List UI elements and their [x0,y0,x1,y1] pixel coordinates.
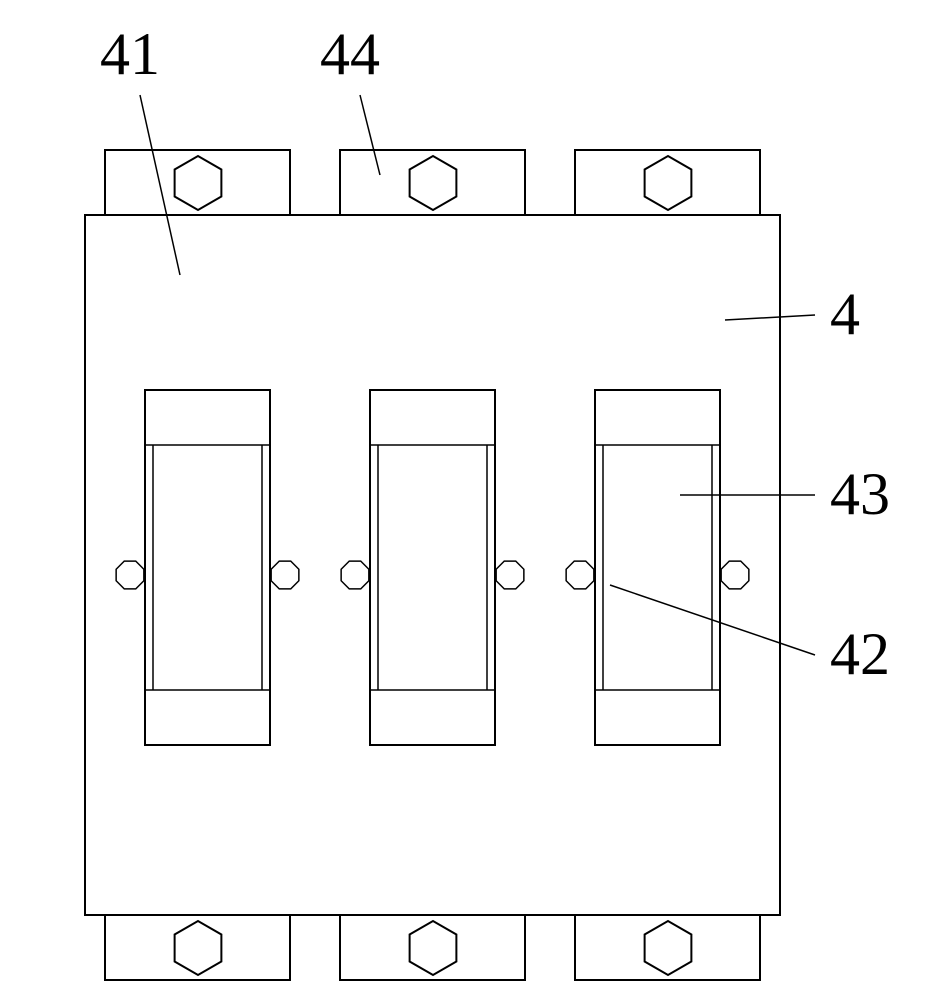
diagram-container: 41 44 4 43 42 [0,0,939,1000]
label-4: 4 [830,280,860,349]
label-44: 44 [320,20,380,89]
label-43: 43 [830,460,890,529]
label-41: 41 [100,20,160,89]
diagram-svg [0,0,939,1000]
label-42: 42 [830,620,890,689]
